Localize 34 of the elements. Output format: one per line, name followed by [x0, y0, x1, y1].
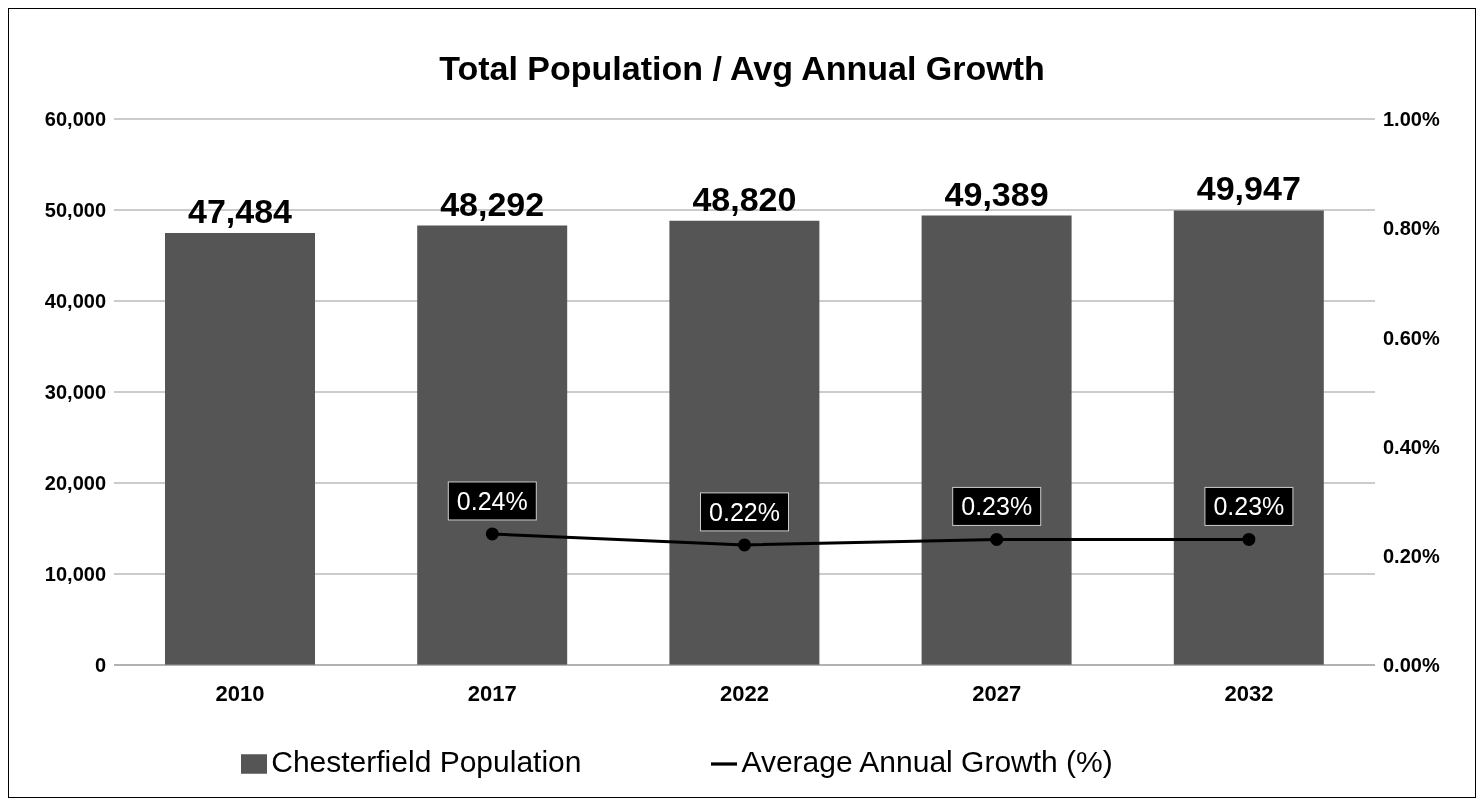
- chart-title: Total Population / Avg Annual Growth: [438, 48, 1046, 89]
- x-tick-label: 2032: [1224, 680, 1274, 706]
- legend-label: Chesterfield Population: [271, 745, 582, 778]
- data-label: 47,484: [188, 191, 293, 230]
- y2-tick-label: 0.40%: [1383, 435, 1440, 458]
- data-label: 0.23%: [1213, 492, 1285, 521]
- x-tick-label: 2022: [720, 680, 769, 706]
- y-tick-label: 60,000: [44, 108, 106, 131]
- y-tick-label: 20,000: [44, 472, 106, 495]
- legend-label: Average Annual Growth (%): [741, 745, 1113, 778]
- y-tick-label: 50,000: [44, 199, 106, 222]
- y2-tick-label: 0.80%: [1383, 217, 1440, 240]
- point: [990, 532, 1004, 546]
- x-tick-label: 2017: [467, 680, 517, 706]
- data-label: 48,820: [692, 179, 797, 218]
- y-tick-label: 10,000: [44, 563, 106, 586]
- y-tick-label: 40,000: [44, 290, 106, 313]
- x-tick-label: 2010: [215, 680, 265, 706]
- x-tick-label: 2027: [972, 680, 1022, 706]
- data-label: 0.24%: [456, 486, 528, 515]
- y-tick-label: 0: [94, 654, 106, 677]
- y2-tick-label: 0.20%: [1383, 544, 1440, 567]
- y2-tick-label: 0.60%: [1383, 326, 1440, 349]
- data-label: 49,947: [1196, 169, 1301, 208]
- y-tick-label: 30,000: [44, 381, 106, 404]
- point: [485, 527, 499, 541]
- point: [1242, 532, 1256, 546]
- data-label: 0.23%: [961, 492, 1033, 521]
- point: [738, 538, 751, 552]
- y2-tick-label: 0.00%: [1383, 654, 1440, 677]
- data-label: 48,292: [440, 184, 545, 223]
- data-label: 0.22%: [709, 497, 780, 526]
- y2-tick-label: 1.00%: [1383, 108, 1440, 131]
- data-label: 49,389: [944, 174, 1049, 213]
